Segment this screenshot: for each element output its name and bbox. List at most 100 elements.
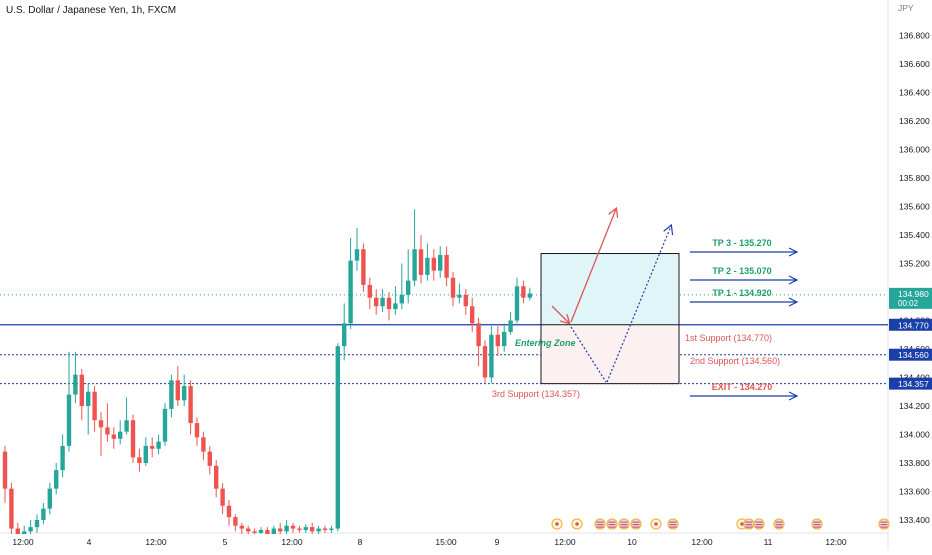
candle-body bbox=[86, 391, 91, 406]
candle-body bbox=[214, 465, 219, 489]
support-label-2: 2nd Support (134.560) bbox=[690, 356, 780, 366]
time-tick: 12:00 bbox=[145, 537, 167, 547]
candle-body bbox=[22, 531, 27, 534]
event-stripe bbox=[669, 524, 677, 526]
candle-body bbox=[9, 488, 14, 529]
candle-body bbox=[105, 427, 110, 435]
candle-body bbox=[246, 528, 251, 532]
candle-body bbox=[188, 386, 193, 424]
price-tick: 134.400 bbox=[899, 373, 930, 383]
target-label-2: TP 2 - 135.070 bbox=[712, 266, 771, 276]
candle-body bbox=[444, 254, 449, 278]
level-badge-text-2: 134.560 bbox=[898, 350, 929, 360]
candle-body bbox=[527, 293, 532, 298]
price-tick: 136.000 bbox=[899, 145, 930, 155]
candle-body bbox=[450, 277, 456, 298]
candle-body bbox=[239, 525, 244, 529]
economic-calendar bbox=[551, 518, 890, 530]
level-badge-1 bbox=[889, 318, 932, 331]
candle-body bbox=[310, 527, 315, 532]
time-tick: 9 bbox=[495, 537, 500, 547]
event-stripe bbox=[880, 524, 888, 526]
price-axis[interactable]: 136.800 136.600 136.400 136.200 136.000 135.8… bbox=[889, 31, 932, 526]
candle-body bbox=[508, 320, 513, 332]
candle-body bbox=[476, 323, 481, 347]
event-stripe bbox=[669, 521, 677, 523]
price-tick: 136.600 bbox=[899, 59, 930, 69]
level-badge-text-3: 134.357 bbox=[898, 379, 929, 389]
candle-body bbox=[470, 306, 475, 324]
event-dot bbox=[575, 522, 579, 526]
candle-body bbox=[502, 331, 507, 347]
support-label-3: 3rd Support (134.357) bbox=[492, 389, 580, 399]
price-tick: 136.200 bbox=[899, 116, 930, 126]
candle-body bbox=[143, 445, 148, 463]
event-stripe bbox=[813, 524, 821, 526]
price-tick: 133.600 bbox=[899, 487, 930, 497]
candle-body bbox=[284, 525, 289, 532]
price-tick: 133.400 bbox=[899, 515, 930, 525]
blue-dotted-up bbox=[606, 226, 671, 383]
candle-body bbox=[137, 457, 142, 463]
candle-body bbox=[342, 323, 347, 347]
time-tick: 10 bbox=[627, 537, 637, 547]
candle-body bbox=[220, 488, 225, 506]
candle-body bbox=[92, 391, 97, 421]
price-tick: 135.800 bbox=[899, 173, 930, 183]
time-tick: 12:00 bbox=[12, 537, 34, 547]
time-tick: 12:00 bbox=[825, 537, 847, 547]
candle-body bbox=[150, 445, 155, 449]
candle-body bbox=[354, 249, 360, 261]
candle-body bbox=[431, 257, 436, 271]
candle-body bbox=[111, 434, 116, 439]
event-stripe bbox=[620, 524, 628, 526]
price-tick: 136.400 bbox=[899, 88, 930, 98]
current-price-value: 134.980 bbox=[898, 289, 929, 299]
event-stripe bbox=[755, 526, 763, 528]
price-countdown: 00:02 bbox=[898, 299, 919, 308]
target-label-1: TP 3 - 135.270 bbox=[712, 238, 771, 248]
event-stripe bbox=[755, 524, 763, 526]
candle-body bbox=[233, 517, 238, 526]
event-stripe bbox=[669, 526, 677, 528]
event-stripe bbox=[745, 524, 753, 526]
event-stripe bbox=[596, 521, 604, 523]
target-arrow-head bbox=[788, 391, 799, 401]
candle-body bbox=[66, 394, 72, 446]
profit-zone bbox=[541, 253, 679, 325]
event-stripe bbox=[745, 521, 753, 523]
candle-body bbox=[393, 303, 398, 310]
target-arrow-head bbox=[788, 247, 799, 257]
candle-body bbox=[258, 529, 264, 533]
projection-drawings bbox=[551, 209, 671, 383]
event-dot bbox=[654, 522, 658, 526]
price-tick: 135.200 bbox=[899, 259, 930, 269]
candle-body bbox=[489, 334, 494, 378]
event-stripe bbox=[632, 524, 640, 526]
candle-body bbox=[386, 297, 392, 310]
time-tick: 12:00 bbox=[554, 537, 576, 547]
time-tick: 11 bbox=[764, 537, 773, 547]
target-arrow-head bbox=[788, 297, 799, 307]
support-levels bbox=[0, 294, 888, 385]
event-stripe bbox=[745, 526, 753, 528]
time-axis[interactable]: 12:00 4 12:00 5 12:00 8 15:00 9 12:00 10 12:00 11 12… bbox=[12, 537, 847, 547]
candle-body bbox=[482, 346, 488, 378]
candle-body bbox=[303, 527, 308, 530]
currency-label: JPY bbox=[898, 3, 914, 13]
price-tick: 136.800 bbox=[899, 31, 930, 41]
candle-body bbox=[463, 294, 468, 307]
candle-body bbox=[156, 441, 161, 449]
time-tick: 8 bbox=[358, 537, 363, 547]
event-stripe bbox=[775, 521, 783, 523]
chart-title: U.S. Dollar / Japanese Yen, 1h, FXCM bbox=[6, 5, 176, 16]
candle-body bbox=[207, 451, 212, 466]
candle-body bbox=[521, 286, 526, 298]
candle-body bbox=[41, 508, 46, 520]
blue-dotted-down bbox=[570, 326, 607, 383]
current-price-badge bbox=[889, 287, 932, 309]
candle-body bbox=[47, 488, 52, 509]
candle-body bbox=[98, 420, 104, 428]
